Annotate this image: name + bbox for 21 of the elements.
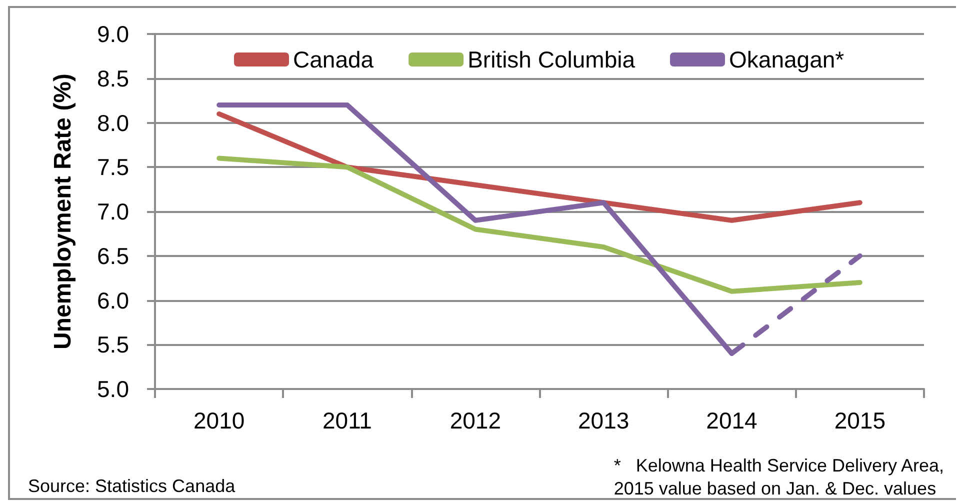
legend-label: Canada (293, 46, 374, 72)
y-tick-label: 6.0 (97, 287, 129, 314)
y-tick-label: 5.5 (97, 332, 129, 358)
y-tick-label: 6.5 (97, 242, 129, 269)
y-tick-label: 7.0 (97, 198, 129, 224)
x-tick-label: 2011 (322, 408, 372, 434)
source-note: Source: Statistics Canada (28, 476, 236, 496)
y-tick-label: 8.0 (97, 110, 129, 136)
y-tick-label: 9.0 (97, 21, 129, 47)
x-tick-label: 2012 (450, 408, 502, 434)
legend-label: British Columbia (468, 46, 636, 72)
y-tick-label: 7.5 (97, 154, 129, 180)
text: * Kelowna Health Service Delivery Area, 2015 value based on Jan. & Dec. values (614, 456, 944, 498)
legend-label: Okanagan* (729, 46, 844, 72)
x-tick-label: 2014 (706, 408, 758, 434)
x-tick-label: 2015 (834, 408, 886, 434)
y-tick-label: 5.0 (97, 376, 129, 402)
x-tick-label: 2013 (578, 408, 630, 434)
x-tick-label: 2010 (193, 408, 245, 434)
y-axis-title: Unemployment Rate (%) (50, 73, 76, 350)
y-tick-label: 8.5 (97, 65, 129, 92)
